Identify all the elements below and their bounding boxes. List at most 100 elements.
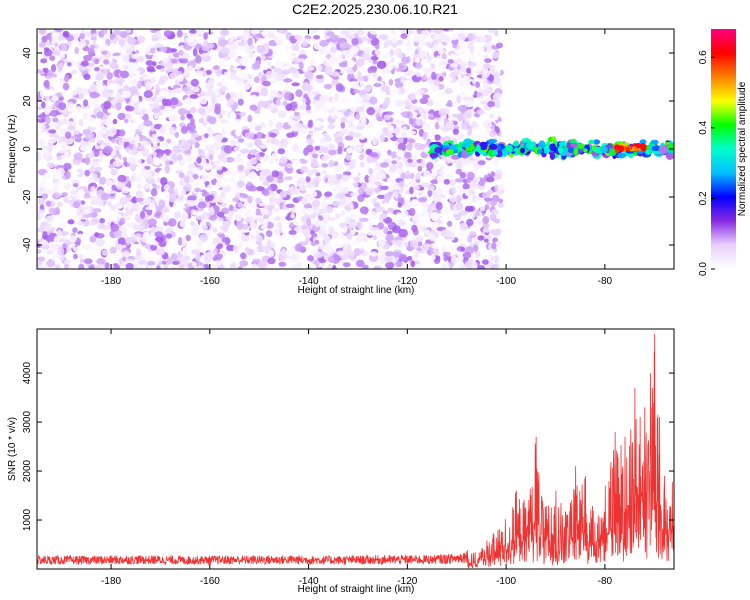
spectrogram-cell [158, 199, 166, 209]
spectrogram-cell [200, 255, 205, 264]
spectrogram-cell [83, 213, 93, 218]
spectrogram-cell [229, 64, 235, 74]
spectrogram-cell [464, 260, 472, 269]
spectrogram-cell [37, 118, 46, 123]
spectrogram-cell [422, 264, 431, 269]
spectrogram-cell [352, 181, 359, 188]
spectrogram-cell [152, 54, 159, 62]
spectrogram-cell [89, 121, 98, 128]
spectrogram-cell [482, 259, 489, 265]
spectrogram-cell [404, 174, 412, 180]
spectrogram-cell [115, 181, 125, 190]
spectrogram-cell [306, 218, 312, 227]
spectrogram-cell [63, 263, 70, 269]
spectrogram-cell [261, 100, 271, 107]
spectrogram-cell [271, 170, 280, 178]
spectrogram-cell [295, 122, 303, 129]
spectrogram-cell [448, 261, 454, 269]
spectrogram-cell [314, 100, 324, 110]
spectrogram-cell [340, 128, 349, 135]
spectrogram-cell [310, 186, 315, 194]
spectrogram-cell [411, 224, 418, 232]
spectrogram-cell [202, 121, 208, 127]
spectrogram-cell [130, 78, 139, 86]
spectrogram-cell [460, 247, 466, 252]
spectrogram-cell [305, 115, 310, 122]
spectrogram-cell [67, 219, 75, 225]
spectrogram-cell [38, 29, 47, 35]
spectrogram-cell [247, 153, 253, 160]
spectrogram-cell [468, 189, 476, 196]
spectrogram-cell [651, 145, 661, 152]
spectrogram-cell [307, 66, 315, 71]
spectrogram-cell [502, 148, 508, 157]
spectrogram-cell [94, 232, 100, 237]
spectrogram-cell [147, 106, 154, 114]
spectrogram-cell [644, 149, 652, 155]
spectrogram-cell [422, 67, 433, 73]
spectrogram-cell [223, 71, 230, 79]
spectrogram-cell [52, 73, 58, 78]
spectrogram-cell [229, 72, 237, 80]
spectrogram-cell [348, 131, 354, 137]
spectrogram-cell [194, 70, 204, 76]
spectrogram-cell [216, 82, 223, 87]
spectrogram-cell [296, 58, 306, 63]
spectrogram-cell [310, 29, 318, 34]
spectrogram-cell [275, 61, 285, 67]
spectrogram-cell [180, 115, 186, 121]
spectrogram-cell [353, 146, 363, 153]
spectrogram-cell [375, 205, 385, 213]
spectrogram-cell [520, 147, 525, 154]
spectrogram-cell [473, 244, 479, 252]
spectrogram-cell [145, 188, 151, 193]
spectrogram-cell [247, 185, 257, 192]
spectrogram-cell [379, 134, 386, 143]
spectrogram-cell [430, 211, 440, 221]
spectrogram-cell [45, 215, 55, 223]
spectrogram-cell [429, 152, 439, 158]
spectrogram-cell [267, 257, 276, 265]
spectrogram-cell [168, 195, 177, 203]
spectrogram-cell [211, 142, 221, 151]
spectrogram-cell [373, 83, 382, 87]
spectrogram-cell [37, 152, 41, 162]
spectrogram-cell [359, 217, 369, 222]
spectrogram-cell [203, 32, 208, 40]
spectrogram-cell [255, 208, 261, 216]
spectrogram-cell [83, 73, 91, 81]
spectrogram-cell [402, 136, 408, 145]
spectrogram-cell [409, 239, 418, 248]
spectrogram-cell [115, 202, 122, 208]
spectrogram-cell [100, 29, 108, 35]
spectrogram-cell [56, 156, 63, 161]
spectrogram-cell [129, 86, 138, 94]
spectrogram-cell [51, 95, 59, 102]
spectrogram-cell [98, 176, 107, 185]
spectrogram-cell [373, 165, 379, 175]
y-tick-label: 40 [22, 47, 33, 59]
spectrogram-cell [125, 47, 133, 56]
spectrogram-cell [62, 82, 70, 91]
spectrogram-cell [144, 165, 151, 170]
spectrogram-cell [445, 121, 454, 130]
spectrogram-cell [311, 168, 319, 174]
spectrogram-cell [130, 63, 140, 70]
spectrogram-cell [202, 211, 211, 220]
spectrogram-cell [332, 132, 340, 138]
spectrogram-cell [129, 70, 135, 77]
spectrogram-cell [130, 122, 136, 128]
spectrogram-cell [334, 135, 344, 144]
spectrogram-cell [298, 54, 308, 60]
spectrogram-cell [334, 183, 344, 193]
spectrogram-cell [383, 226, 389, 234]
spectrogram-cell [476, 219, 484, 225]
spectrogram-cell [394, 87, 400, 93]
spectrogram-cell [53, 174, 58, 181]
spectrogram-cell [161, 260, 167, 265]
spectrogram-cell [55, 80, 64, 87]
spectrogram-cell [360, 36, 368, 42]
spectrogram-cell [464, 200, 473, 208]
spectrogram-cell [319, 49, 325, 55]
spectrogram-cell [125, 29, 132, 34]
